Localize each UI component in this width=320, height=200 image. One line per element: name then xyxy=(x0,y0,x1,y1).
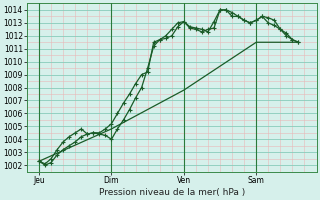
X-axis label: Pression niveau de la mer( hPa ): Pression niveau de la mer( hPa ) xyxy=(99,188,245,197)
